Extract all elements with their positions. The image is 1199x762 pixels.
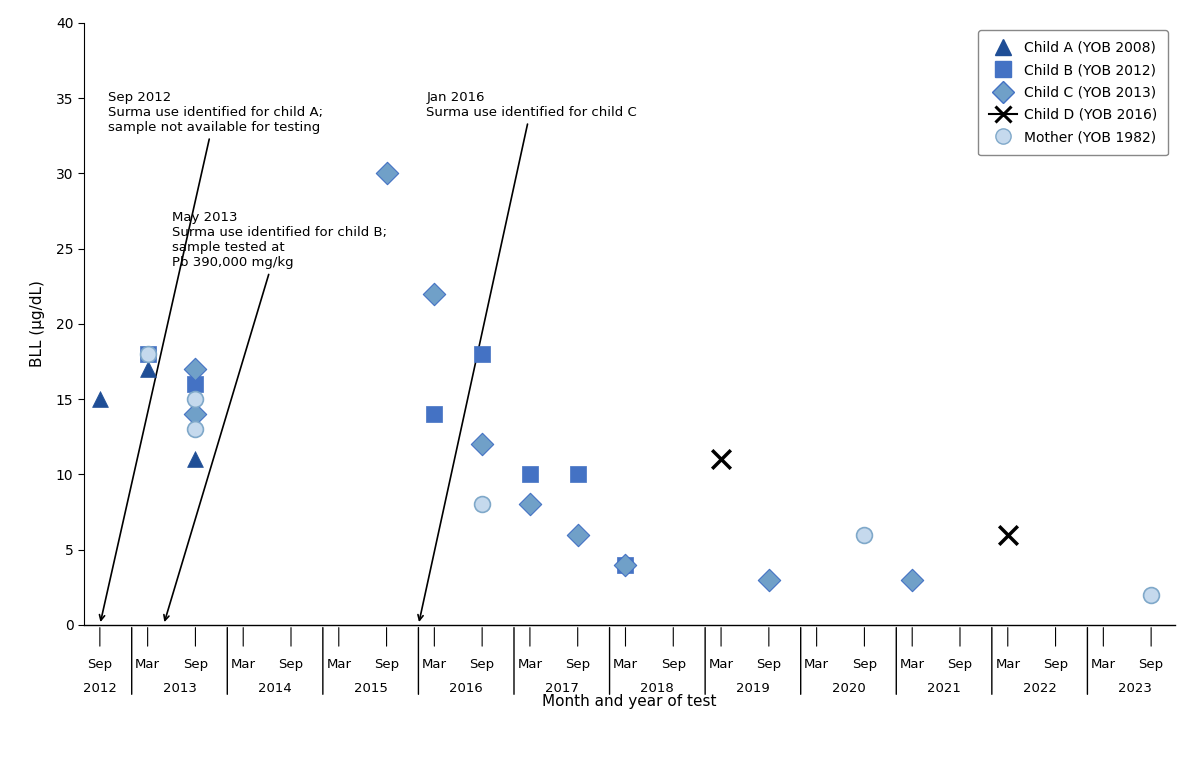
- Text: Mar: Mar: [709, 658, 734, 671]
- Text: 2020: 2020: [832, 682, 866, 695]
- Text: 2018: 2018: [640, 682, 674, 695]
- Point: [186, 363, 205, 375]
- Text: Mar: Mar: [518, 658, 542, 671]
- Point: [759, 574, 778, 586]
- Text: Mar: Mar: [230, 658, 255, 671]
- Text: Sep: Sep: [278, 658, 303, 671]
- Text: 2021: 2021: [927, 682, 960, 695]
- Legend: Child A (YOB 2008), Child B (YOB 2012), Child C (YOB 2013), Child D (YOB 2016), : Child A (YOB 2008), Child B (YOB 2012), …: [978, 30, 1168, 155]
- Point: [472, 498, 492, 511]
- Text: Mar: Mar: [613, 658, 638, 671]
- Point: [138, 363, 157, 375]
- Text: Sep: Sep: [661, 658, 686, 671]
- Text: Sep: Sep: [1043, 658, 1068, 671]
- Point: [568, 468, 588, 481]
- Point: [520, 468, 540, 481]
- Text: Sep: Sep: [947, 658, 972, 671]
- Point: [999, 529, 1018, 541]
- Point: [711, 453, 730, 466]
- Point: [1141, 589, 1161, 601]
- Point: [855, 529, 874, 541]
- Text: May 2013
Surma use identified for child B;
sample tested at
Pb 390,000 mg/kg: May 2013 Surma use identified for child …: [164, 211, 386, 620]
- Text: Sep: Sep: [88, 658, 113, 671]
- Y-axis label: BLL (μg/dL): BLL (μg/dL): [30, 280, 44, 367]
- Point: [186, 423, 205, 435]
- Text: 2019: 2019: [736, 682, 770, 695]
- Point: [186, 378, 205, 390]
- Text: Mar: Mar: [805, 658, 830, 671]
- Point: [138, 348, 157, 360]
- Text: 2016: 2016: [450, 682, 483, 695]
- Text: Mar: Mar: [422, 658, 447, 671]
- Text: 2023: 2023: [1119, 682, 1152, 695]
- X-axis label: Month and year of test: Month and year of test: [542, 694, 717, 709]
- Point: [472, 348, 492, 360]
- Text: Mar: Mar: [326, 658, 351, 671]
- Point: [616, 559, 635, 571]
- Text: 2017: 2017: [544, 682, 579, 695]
- Point: [424, 287, 444, 299]
- Text: 2013: 2013: [163, 682, 197, 695]
- Point: [520, 498, 540, 511]
- Text: Sep: Sep: [470, 658, 495, 671]
- Text: Mar: Mar: [1091, 658, 1116, 671]
- Point: [90, 393, 109, 405]
- Text: 2015: 2015: [354, 682, 387, 695]
- Point: [424, 408, 444, 421]
- Text: Mar: Mar: [995, 658, 1020, 671]
- Point: [616, 559, 635, 571]
- Point: [186, 453, 205, 466]
- Text: Sep: Sep: [374, 658, 399, 671]
- Point: [472, 438, 492, 450]
- Text: Sep: Sep: [565, 658, 590, 671]
- Point: [903, 574, 922, 586]
- Text: Sep: Sep: [1139, 658, 1164, 671]
- Text: 2022: 2022: [1023, 682, 1056, 695]
- Text: Jan 2016
Surma use identified for child C: Jan 2016 Surma use identified for child …: [418, 91, 637, 620]
- Text: Sep: Sep: [183, 658, 207, 671]
- Point: [186, 408, 205, 421]
- Text: Sep: Sep: [851, 658, 876, 671]
- Text: Mar: Mar: [135, 658, 161, 671]
- Text: Sep: Sep: [757, 658, 782, 671]
- Text: 2012: 2012: [83, 682, 116, 695]
- Text: 2014: 2014: [258, 682, 291, 695]
- Point: [138, 348, 157, 360]
- Text: Mar: Mar: [899, 658, 924, 671]
- Point: [568, 529, 588, 541]
- Point: [376, 168, 396, 180]
- Point: [186, 393, 205, 405]
- Text: Sep 2012
Surma use identified for child A;
sample not available for testing: Sep 2012 Surma use identified for child …: [100, 91, 323, 620]
